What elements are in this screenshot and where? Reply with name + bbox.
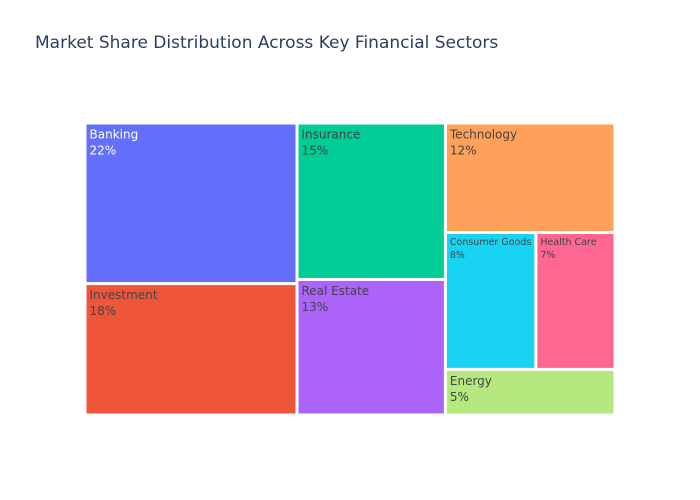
tile-value-insurance: 15% xyxy=(302,144,329,158)
tile-health-care[interactable] xyxy=(537,234,614,368)
tile-banking[interactable] xyxy=(86,124,296,283)
tile-value-technology: 12% xyxy=(450,144,477,158)
tile-value-banking: 22% xyxy=(90,144,117,158)
tile-label-technology: Technology xyxy=(449,128,517,142)
tile-label-insurance: Insurance xyxy=(302,128,361,142)
tile-label-consumer-goods: Consumer Goods xyxy=(450,237,531,248)
tile-consumer-goods[interactable] xyxy=(446,234,535,368)
tile-real-estate[interactable] xyxy=(298,280,444,414)
chart-title: Market Share Distribution Across Key Fin… xyxy=(35,33,499,53)
tile-value-real-estate: 13% xyxy=(302,300,329,314)
tile-label-real-estate: Real Estate xyxy=(302,284,370,298)
tile-energy[interactable] xyxy=(446,370,614,414)
tile-insurance[interactable] xyxy=(298,124,444,278)
tile-value-consumer-goods: 8% xyxy=(450,250,465,261)
tile-value-energy: 5% xyxy=(450,390,469,404)
tile-value-investment: 18% xyxy=(90,304,117,318)
tile-label-investment: Investment xyxy=(90,288,158,302)
tile-label-energy: Energy xyxy=(450,374,492,388)
tile-technology[interactable] xyxy=(446,124,614,232)
tile-label-banking: Banking xyxy=(90,128,139,142)
tile-value-health-care: 7% xyxy=(540,250,555,261)
tile-investment[interactable] xyxy=(86,285,296,414)
tile-label-health-care: Health Care xyxy=(540,237,596,248)
